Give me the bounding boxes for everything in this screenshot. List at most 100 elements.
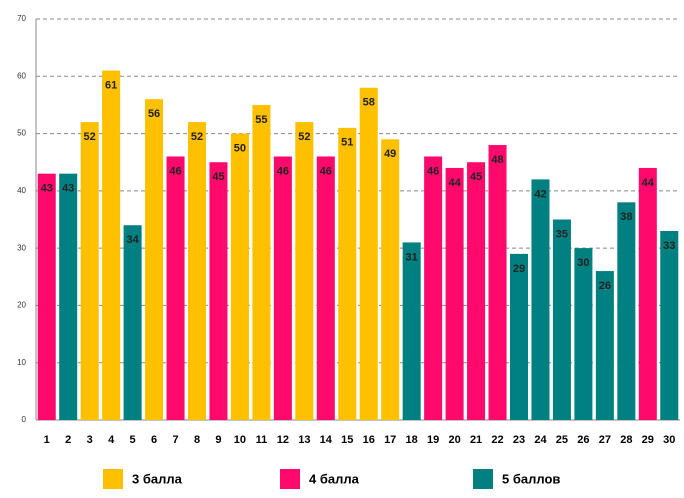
bar	[488, 145, 507, 420]
value-label: 26	[599, 280, 611, 292]
bar	[80, 122, 99, 420]
y-tick-label: 30	[17, 243, 26, 252]
bar	[424, 156, 443, 420]
bar	[166, 156, 185, 420]
value-label: 34	[126, 234, 139, 246]
bar	[338, 127, 357, 420]
y-tick-label: 10	[17, 358, 26, 367]
legend-swatch	[473, 469, 493, 489]
x-tick-label: 12	[277, 434, 289, 446]
x-tick-label: 22	[491, 434, 503, 446]
bar	[359, 87, 378, 420]
y-tick-label: 40	[17, 186, 26, 195]
x-tick-label: 18	[406, 434, 418, 446]
y-tick-label: 70	[17, 14, 26, 23]
bar	[145, 99, 164, 420]
bar	[230, 133, 249, 421]
value-label: 50	[234, 142, 246, 154]
x-tick-label: 13	[298, 434, 310, 446]
value-label: 49	[384, 148, 396, 160]
value-label: 29	[513, 263, 525, 275]
value-label: 55	[255, 114, 267, 126]
x-tick-label: 11	[256, 434, 268, 446]
x-tick-label: 26	[577, 434, 589, 446]
value-label: 44	[642, 177, 655, 189]
bar	[316, 156, 335, 420]
legend-label: 5 баллов	[502, 471, 560, 486]
bar	[660, 230, 679, 420]
bar	[252, 104, 271, 420]
bar	[467, 162, 486, 420]
x-tick-label: 9	[215, 434, 221, 446]
value-label: 30	[577, 257, 589, 269]
y-tick-label: 60	[17, 71, 26, 80]
bar	[273, 156, 292, 420]
y-tick-label: 0	[22, 415, 27, 424]
value-label: 46	[277, 165, 289, 177]
value-label: 45	[212, 171, 224, 183]
y-tick-label: 50	[17, 129, 26, 138]
x-tick-label: 4	[108, 434, 115, 446]
value-label: 43	[62, 183, 74, 195]
x-tick-label: 23	[513, 434, 525, 446]
legend-label: 4 балла	[309, 471, 360, 486]
x-tick-label: 29	[642, 434, 654, 446]
x-tick-label: 5	[130, 434, 136, 446]
x-tick-label: 1	[44, 434, 50, 446]
legend-swatch	[103, 469, 123, 489]
value-label: 46	[320, 165, 332, 177]
bar	[574, 248, 593, 420]
bar	[123, 225, 142, 420]
value-label: 44	[448, 177, 461, 189]
value-label: 46	[169, 165, 181, 177]
bar	[617, 202, 636, 420]
value-label: 52	[298, 131, 310, 143]
x-tick-label: 21	[470, 434, 482, 446]
value-label: 52	[191, 131, 203, 143]
bar	[595, 271, 614, 420]
bar	[37, 173, 56, 420]
x-tick-label: 24	[534, 434, 547, 446]
value-label: 33	[663, 240, 675, 252]
value-label: 46	[427, 165, 439, 177]
x-tick-label: 8	[194, 434, 200, 446]
x-tick-label: 7	[172, 434, 178, 446]
x-tick-label: 19	[427, 434, 439, 446]
value-label: 52	[84, 131, 96, 143]
value-label: 56	[148, 108, 160, 120]
bar	[531, 179, 550, 420]
x-tick-label: 2	[65, 434, 71, 446]
value-label: 43	[41, 183, 53, 195]
bar	[59, 173, 78, 420]
x-tick-label: 20	[448, 434, 460, 446]
bar	[187, 122, 207, 420]
bar	[102, 70, 121, 421]
value-label: 61	[105, 79, 117, 91]
x-tick-label: 28	[620, 434, 632, 446]
legend-swatch	[280, 469, 300, 489]
value-label: 45	[470, 171, 482, 183]
bar	[381, 139, 400, 421]
x-tick-label: 10	[234, 434, 246, 446]
x-tick-label: 3	[87, 434, 93, 446]
x-tick-label: 14	[320, 434, 333, 446]
y-tick-label: 20	[17, 301, 26, 310]
x-tick-label: 6	[151, 434, 157, 446]
x-tick-label: 15	[341, 434, 353, 446]
x-tick-label: 16	[363, 434, 375, 446]
bar	[209, 162, 228, 420]
value-label: 48	[491, 154, 503, 166]
value-label: 35	[556, 228, 568, 240]
value-label: 51	[341, 137, 353, 149]
bar	[295, 122, 314, 420]
bar	[509, 253, 529, 420]
value-label: 42	[534, 188, 546, 200]
bar	[638, 167, 657, 420]
legend-label: 3 балла	[132, 471, 183, 486]
bar	[552, 219, 571, 420]
bar	[445, 167, 464, 420]
value-label: 31	[406, 251, 418, 263]
value-label: 38	[620, 211, 632, 223]
value-label: 58	[363, 97, 375, 109]
